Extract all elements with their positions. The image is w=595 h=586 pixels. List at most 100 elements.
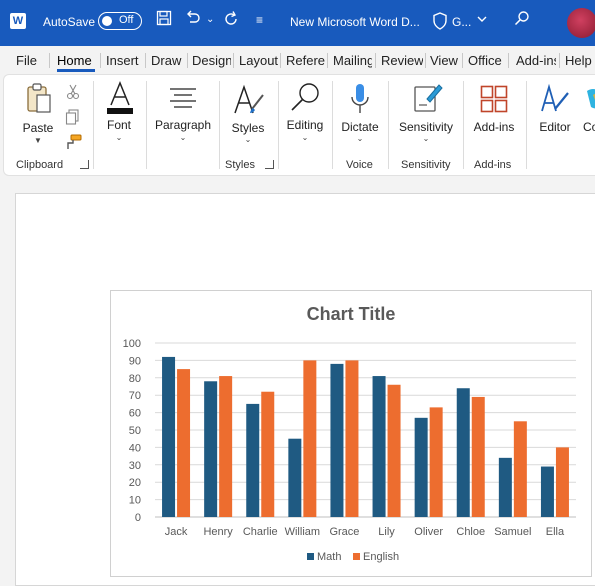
dictate-button[interactable]: Dictate ⌄	[338, 81, 382, 153]
bar-math-chloe[interactable]	[456, 388, 470, 517]
tab-review[interactable]: Review	[381, 53, 423, 68]
customize-quick-access-icon[interactable]: ≡	[256, 13, 264, 27]
styles-dialog-launcher[interactable]	[265, 160, 274, 169]
ribbon: Paste ▼ Clipboard Font ⌄ Paragraph ⌄ Sty…	[3, 74, 595, 176]
paste-label: Paste	[22, 121, 54, 135]
bar-math-henry[interactable]	[204, 381, 218, 517]
bar-math-ella[interactable]	[540, 466, 554, 517]
y-tick-label: 90	[129, 355, 141, 367]
editing-button[interactable]: Editing ⌄	[283, 81, 327, 153]
bar-english-lily[interactable]	[387, 384, 401, 517]
sensitivity-label[interactable]: G...	[452, 15, 472, 29]
tab-office-tab[interactable]: Office Tab	[468, 53, 505, 68]
bar-english-oliver[interactable]	[429, 407, 443, 517]
tab-layout[interactable]: Layout	[239, 53, 278, 68]
y-tick-label: 70	[129, 390, 141, 402]
add-ins-button[interactable]: Add-ins	[469, 81, 519, 153]
tab-separator	[187, 53, 188, 68]
chevron-down-icon: ⌄	[115, 133, 123, 142]
sensitivity-button[interactable]: Sensitivity ⌄	[394, 81, 458, 153]
bar-english-william[interactable]	[303, 360, 317, 517]
bar-english-ella[interactable]	[555, 447, 569, 517]
paste-button[interactable]: Paste ▼	[18, 81, 58, 153]
chevron-down-icon: ⌄	[422, 134, 430, 143]
bar-math-grace[interactable]	[330, 363, 344, 517]
bar-english-samuel[interactable]	[513, 421, 527, 517]
save-icon[interactable]	[156, 10, 172, 31]
tab-design[interactable]: Design	[192, 53, 231, 68]
group-separator	[388, 81, 389, 169]
styles-icon	[234, 84, 264, 114]
tab-separator	[375, 53, 376, 68]
font-button[interactable]: Font ⌄	[98, 81, 140, 153]
copy-icon[interactable]	[65, 109, 81, 128]
y-tick-label: 10	[129, 495, 141, 507]
tab-file[interactable]: File	[16, 53, 37, 68]
shield-icon[interactable]	[432, 12, 448, 33]
group-separator	[219, 81, 220, 169]
gridlines	[155, 342, 576, 518]
copilot-button[interactable]: Co	[581, 81, 595, 153]
x-tick-label: Chloe	[456, 526, 485, 538]
group-label-styles: Styles	[225, 159, 255, 171]
x-tick-label: William	[285, 526, 320, 538]
bar-math-william[interactable]	[288, 438, 302, 517]
chart-title[interactable]: Chart Title	[307, 304, 396, 324]
undo-dropdown-icon[interactable]: ⌄	[206, 14, 215, 25]
tab-separator	[100, 53, 101, 68]
tab-view[interactable]: View	[430, 53, 458, 68]
tab-draw[interactable]: Draw	[151, 53, 182, 68]
ribbon-tabs: File Home Insert Draw Design Layout Refe…	[0, 46, 595, 74]
search-icon[interactable]	[514, 10, 530, 31]
format-painter-icon[interactable]	[64, 134, 82, 153]
bar-math-oliver[interactable]	[414, 417, 428, 517]
legend[interactable]: Math English	[307, 551, 399, 563]
group-label-sensitivity: Sensitivity	[401, 159, 451, 171]
tab-mailings[interactable]: Mailings	[333, 53, 372, 68]
paragraph-icon	[170, 88, 196, 108]
paragraph-label: Paragraph	[154, 118, 212, 132]
tab-help[interactable]: Help	[565, 53, 592, 68]
autosave-toggle[interactable]: Off	[98, 12, 142, 30]
font-icon	[107, 81, 133, 114]
group-label-voice: Voice	[346, 159, 373, 171]
chevron-down-icon: ⌄	[244, 135, 252, 144]
legend-swatch	[353, 553, 360, 560]
tab-references[interactable]: References	[286, 53, 325, 68]
bar-english-charlie[interactable]	[261, 391, 275, 517]
paragraph-button[interactable]: Paragraph ⌄	[151, 81, 215, 153]
bar-english-jack[interactable]	[177, 369, 191, 517]
undo-icon[interactable]	[184, 10, 202, 31]
bar-math-samuel[interactable]	[498, 457, 512, 517]
paste-icon	[27, 83, 51, 113]
cut-icon[interactable]	[66, 84, 80, 103]
document-title[interactable]: New Microsoft Word D...	[290, 15, 420, 29]
tab-separator	[233, 53, 234, 68]
bar-math-charlie[interactable]	[246, 403, 260, 517]
tab-separator	[145, 53, 146, 68]
avatar[interactable]	[567, 8, 595, 38]
y-tick-label: 100	[123, 338, 141, 350]
clipboard-dialog-launcher[interactable]	[80, 160, 89, 169]
chevron-down-icon: ▼	[34, 136, 42, 145]
bar-english-grace[interactable]	[345, 360, 359, 517]
bar-math-jack[interactable]	[162, 356, 176, 517]
group-separator	[332, 81, 333, 169]
chart[interactable]: Chart Title 0 10 20 30 40 50 60 70 80 90 100 Jack H…	[110, 290, 592, 577]
x-tick-label: Grace	[329, 526, 359, 538]
tab-home[interactable]: Home	[57, 46, 95, 74]
tab-insert[interactable]: Insert	[106, 53, 139, 68]
styles-button[interactable]: Styles ⌄	[226, 81, 270, 153]
search-icon	[291, 83, 319, 111]
chevron-down-icon[interactable]	[476, 13, 488, 28]
bar-english-henry[interactable]	[219, 376, 233, 517]
y-tick-label: 50	[129, 425, 141, 437]
bar-math-lily[interactable]	[372, 376, 386, 517]
bar-english-chloe[interactable]	[471, 396, 485, 517]
tab-add-ins[interactable]: Add-ins	[516, 53, 556, 68]
y-tick-label: 80	[129, 373, 141, 385]
copilot-icon	[587, 89, 595, 109]
editor-button[interactable]: Editor	[534, 81, 576, 153]
redo-icon[interactable]	[222, 10, 240, 33]
group-label-add-ins: Add-ins	[474, 159, 512, 171]
